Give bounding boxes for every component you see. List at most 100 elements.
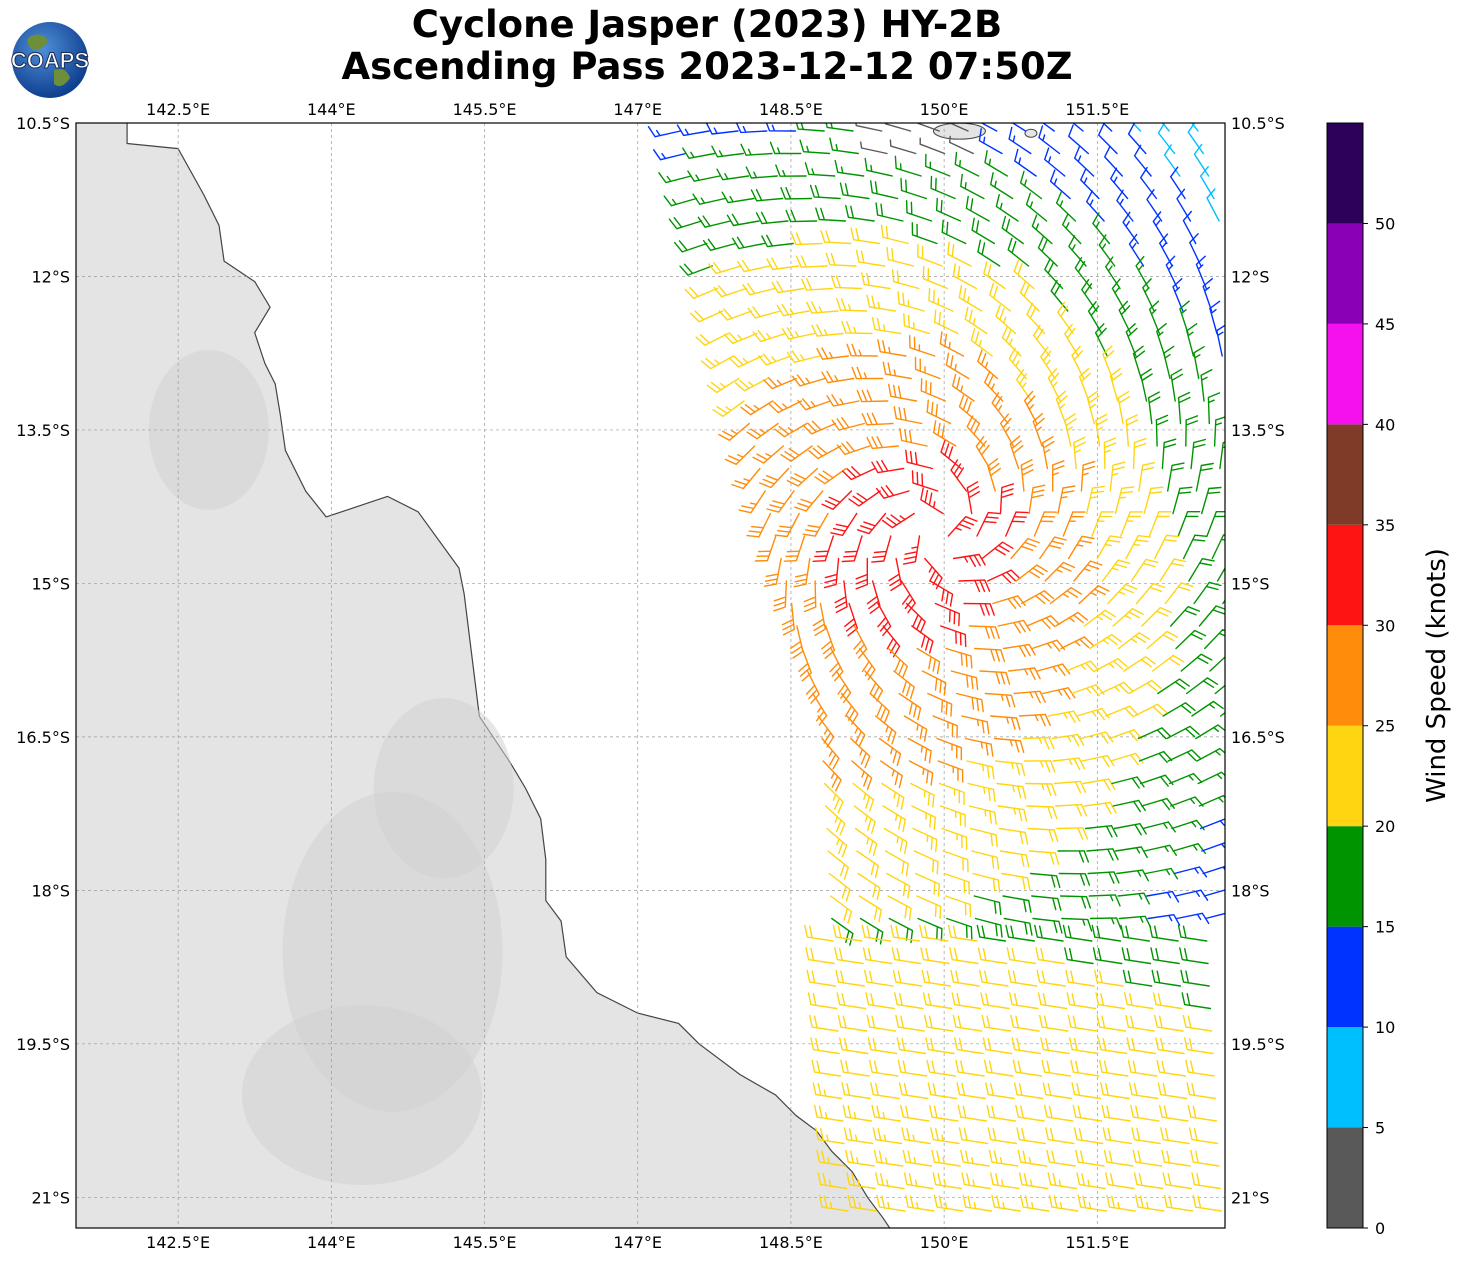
wind-barb: [692, 193, 726, 205]
wind-barb: [1106, 1194, 1136, 1212]
wind-barb: [1018, 1172, 1049, 1190]
lat-tick-label-right: 19.5°S: [1231, 1035, 1285, 1054]
colorbar-tick-label: 25: [1375, 717, 1395, 736]
wind-barb: [785, 209, 818, 223]
wind-barb: [1023, 760, 1056, 773]
wind-barb: [1077, 1194, 1108, 1212]
wind-barb: [983, 1059, 1014, 1077]
wind-barb: [815, 1127, 845, 1145]
wind-barb: [1170, 796, 1204, 807]
wind-barb: [1098, 123, 1118, 155]
wind-barb: [902, 1149, 933, 1167]
wind-barb: [996, 782, 1027, 800]
wind-barb: [1097, 1037, 1128, 1055]
wind-barb: [747, 306, 781, 319]
wind-barb: [1094, 969, 1124, 987]
wind-barb: [1055, 191, 1077, 222]
wind-barb: [836, 992, 867, 1010]
wind-barb: [810, 1037, 840, 1055]
wind-barb: [868, 1059, 899, 1077]
wind-barb: [771, 280, 805, 294]
wind-barb: [1052, 460, 1065, 492]
wind-barb: [908, 760, 934, 786]
wind-barb: [768, 400, 803, 414]
wind-barb: [1025, 192, 1048, 222]
wind-barb: [697, 215, 732, 228]
wind-barb: [905, 200, 933, 222]
wind-barb: [954, 1037, 984, 1055]
wind-barb: [844, 602, 858, 637]
wind-barb: [910, 782, 935, 808]
wind-barb: [1133, 703, 1168, 717]
wind-barb: [1044, 561, 1076, 582]
wind-barb: [930, 175, 956, 200]
wind-barb: [682, 147, 716, 159]
wind-barb: [1107, 583, 1138, 605]
wind-barb: [1170, 166, 1186, 200]
wind-barb: [806, 301, 839, 314]
wind-barb: [766, 490, 795, 513]
wind-barb: [1074, 257, 1092, 290]
wind-barb: [886, 872, 911, 899]
wind-barb: [1157, 123, 1176, 155]
wind-barb: [938, 782, 965, 806]
wind-barb: [1083, 801, 1117, 815]
wind-barb: [1159, 233, 1173, 267]
wind-barb: [759, 467, 790, 489]
colorbar-bin: [1327, 1127, 1363, 1228]
wind-barb: [952, 373, 975, 402]
wind-barb: [847, 1194, 878, 1212]
wind-barb: [817, 715, 835, 748]
wind-barb: [783, 535, 806, 562]
wind-barb: [1121, 947, 1152, 965]
wind-barb: [1008, 347, 1027, 380]
wind-barb: [896, 1037, 927, 1055]
wind-barb: [781, 327, 816, 340]
lat-tick-label-right: 13.5°S: [1231, 421, 1285, 440]
wind-barb: [932, 1172, 963, 1190]
colorbar-tick-label: 10: [1375, 1018, 1395, 1037]
wind-barb: [790, 232, 823, 246]
lon-tick-label-bottom: 147°E: [613, 1233, 662, 1252]
terrain-shade: [241, 1004, 482, 1185]
wind-barb: [1185, 677, 1219, 695]
wind-barb: [774, 422, 808, 438]
wind-barb: [944, 895, 972, 918]
wind-barb: [884, 123, 912, 132]
wind-barb: [740, 400, 774, 416]
wind-barb: [1055, 611, 1088, 627]
wind-barb: [943, 872, 970, 895]
colorbar-tick-label: 30: [1375, 616, 1395, 635]
wind-barb: [1042, 123, 1055, 132]
wind-barb: [802, 512, 829, 537]
colorbar-bin: [1327, 1027, 1363, 1128]
wind-barb: [1130, 558, 1159, 582]
wind-barb: [1170, 606, 1200, 627]
wind-barb: [956, 1082, 986, 1100]
wind-barb: [827, 850, 849, 880]
wind-barb: [1142, 821, 1176, 833]
wind-barb: [986, 1104, 1016, 1122]
wind-barb: [1158, 1104, 1189, 1122]
wind-barb: [1037, 236, 1058, 267]
wind-barb: [1047, 1172, 1078, 1190]
wind-barb: [1089, 633, 1122, 650]
wind-barb: [1132, 437, 1147, 470]
colorbar-tick-label: 5: [1375, 1119, 1385, 1138]
wind-barb: [1087, 871, 1120, 884]
wind-barb: [1135, 582, 1166, 605]
wind-barb: [1124, 992, 1154, 1010]
wind-barb: [724, 445, 756, 465]
wind-barb: [1028, 850, 1060, 866]
wind-barb: [977, 947, 1008, 965]
wind-barb: [1191, 123, 1199, 132]
wind-barb: [839, 1037, 869, 1055]
colorbar-tick-label: 20: [1375, 817, 1395, 836]
wind-barb: [1209, 300, 1221, 335]
wind-barb: [1042, 1082, 1073, 1100]
wind-barb: [828, 872, 851, 902]
wind-barb: [993, 737, 1025, 753]
wind-barb: [845, 1149, 875, 1167]
wind-barb: [786, 467, 819, 487]
map-frame: [75, 122, 1226, 1229]
